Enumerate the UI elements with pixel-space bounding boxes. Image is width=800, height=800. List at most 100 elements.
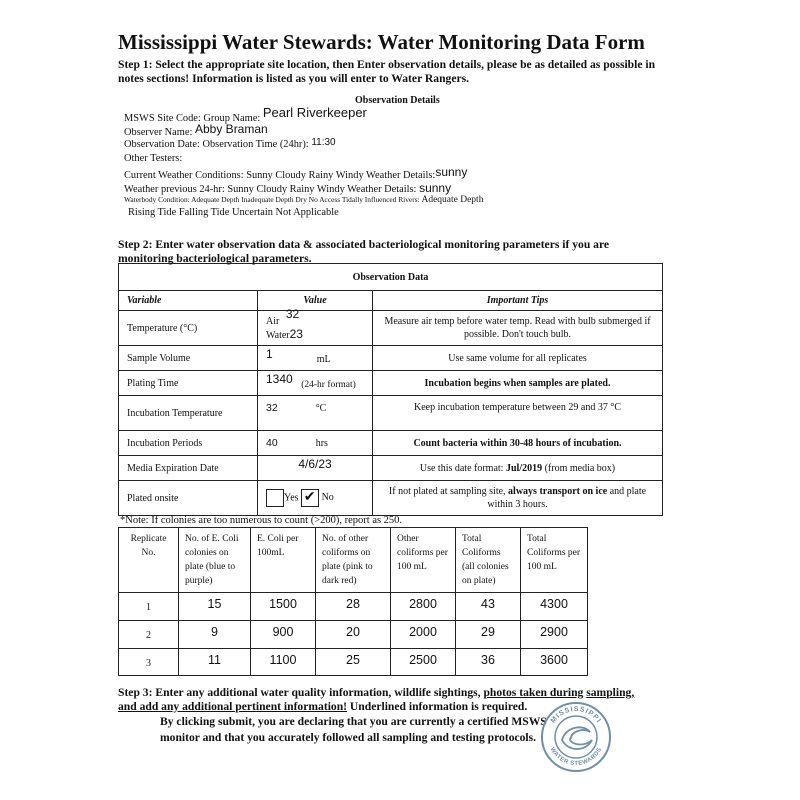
replicate-value-cell[interactable]: 15	[178, 592, 251, 621]
observer-label: Observer Name:	[124, 127, 193, 138]
tide-options: Rising Tide Falling Tide Uncertain Not A…	[128, 207, 339, 218]
plated-no-checkbox[interactable]: ✔	[300, 489, 319, 507]
date-row: Observation Date: Observation Time (24hr…	[124, 137, 336, 150]
incubation-period-unit: hrs	[315, 438, 328, 449]
rep-col-header: Replicate No.	[118, 527, 179, 593]
sample-volume-field[interactable]: 1	[266, 347, 273, 361]
current-weather-row: Current Weather Conditions: Sunny Cloudy…	[124, 165, 468, 181]
tip-text: If not plated at sampling site,	[388, 486, 509, 497]
replicate-value-cell[interactable]: 2500	[390, 648, 456, 676]
temperature-value: Air 32 Water23	[257, 308, 373, 346]
waterbody-label: Waterbody Condition: Adequate Depth Inad…	[124, 195, 420, 204]
replicate-value-cell[interactable]: 11	[178, 648, 251, 676]
replicate-value-cell[interactable]: 36	[455, 648, 521, 676]
table-row: 1 15 1500 28 2800 43 4300	[118, 592, 588, 621]
media-expiration-label: Media Expiration Date	[118, 455, 258, 481]
observer-row: Observer Name: Abby Braman	[124, 122, 268, 138]
media-expiration-tip: Use this date format: Jul/2019 (from med…	[372, 455, 663, 481]
tip-bold-text: Jul/2019	[505, 462, 543, 474]
table-row: Plating Time 1340 (24-hr format) Incubat…	[118, 370, 663, 396]
checkmark-icon: ✔	[303, 490, 316, 505]
air-temp-field[interactable]: 32	[285, 307, 300, 321]
rep-col-header: No. of other coliforms on plate (pink to…	[315, 527, 391, 593]
col-header-value: Value	[257, 290, 373, 311]
step3-required: photos taken	[483, 686, 550, 699]
plating-time-label: Plating Time	[118, 370, 258, 396]
temperature-label: Temperature (°C)	[118, 310, 258, 346]
replicate-value-cell[interactable]: 4300	[520, 592, 588, 621]
replicate-value-cell[interactable]: 1100	[250, 648, 316, 676]
volume-unit: mL	[316, 354, 331, 365]
yes-label: Yes	[284, 492, 299, 504]
observation-details-heading: Observation Details	[355, 95, 440, 106]
plating-time-field[interactable]: 1340	[266, 372, 293, 386]
time-field[interactable]: 11:30	[311, 137, 336, 148]
current-weather-field[interactable]: sunny	[435, 165, 468, 179]
replicate-header-row: Replicate No. No. of E. Coli colonies on …	[118, 527, 588, 593]
incubation-period-field[interactable]: 40	[266, 437, 278, 449]
replicate-value-cell[interactable]: 28	[315, 592, 391, 621]
water-temp-field[interactable]: 23	[289, 327, 303, 341]
replicate-value-cell[interactable]: 1500	[250, 592, 316, 621]
step3-text: Underlined information is required.	[347, 699, 528, 713]
media-expiration-field[interactable]: 4/6/23	[298, 457, 332, 471]
step3-required: and add any additional pertinent informa…	[118, 699, 348, 713]
incubation-temp-field[interactable]: 32	[266, 402, 278, 414]
prev-weather-label: Weather previous 24-hr: Sunny Cloudy Rai…	[124, 184, 417, 195]
tip-text: and plate within 3 hours.	[487, 486, 647, 510]
waterbody-field[interactable]: Adequate Depth	[421, 195, 484, 205]
replicate-value-cell[interactable]: 3600	[520, 648, 588, 676]
replicate-value-cell[interactable]: 43	[455, 592, 521, 621]
air-label: Air	[266, 316, 280, 327]
replicate-value-cell[interactable]: 9	[178, 620, 251, 649]
colony-note: *Note: If colonies are too numerous to c…	[120, 515, 403, 526]
plating-time-tip: Incubation begins when samples are plate…	[372, 370, 663, 396]
replicate-value-cell[interactable]: 2000	[390, 620, 456, 649]
declaration-line: By clicking submit, you are declaring th…	[160, 715, 547, 728]
plated-onsite-tip: If not plated at sampling site, always t…	[372, 480, 663, 516]
plated-onsite-label: Plated onsite	[118, 480, 258, 516]
page-title: Mississippi Water Stewards: Water Monito…	[118, 30, 645, 54]
replicate-value-cell[interactable]: 20	[315, 620, 391, 649]
table-row: Sample Volume 1 mL Use same volume for al…	[118, 345, 663, 371]
rep-col-header: Other coliforms per 100 mL	[390, 527, 456, 593]
plating-unit: (24-hr format)	[301, 380, 356, 390]
replicate-number: 1	[118, 592, 179, 621]
replicate-value-cell[interactable]: 25	[315, 648, 391, 676]
table-row: Plated onsite Yes ✔ No If not plated at sa…	[118, 480, 663, 516]
replicate-table: Replicate No. No. of E. Coli colonies on …	[118, 527, 588, 676]
current-weather-label: Current Weather Conditions: Sunny Cloudy…	[124, 170, 436, 181]
replicate-value-cell[interactable]: 900	[250, 620, 316, 649]
replicate-value-cell[interactable]: 29	[455, 620, 521, 649]
table-row: Media Expiration Date 4/6/23 Use this da…	[118, 455, 663, 481]
rep-col-header: E. Coli per 100mL	[250, 527, 316, 593]
mississippi-water-stewards-logo: MISSISSIPPI WATER STEWARDS	[541, 702, 611, 772]
declaration-line: monitor and that you accurately followed…	[160, 730, 537, 744]
incubation-temp-unit: °C	[315, 403, 327, 414]
col-header-tips: Important Tips	[372, 290, 663, 311]
observer-name-field[interactable]: Abby Braman	[195, 122, 268, 136]
tip-text: (from media box)	[542, 462, 616, 474]
table-row: 2 9 900 20 2000 29 2900	[118, 620, 588, 649]
rep-col-header: No. of E. Coli colonies on plate (blue t…	[178, 527, 251, 593]
replicate-value-cell[interactable]: 2900	[520, 620, 588, 649]
other-testers-label: Other Testers:	[124, 153, 183, 164]
step3-text: Step 3: Enter any additional water quali…	[118, 686, 484, 699]
date-label: Observation Date: Observation Time (24hr…	[124, 139, 309, 150]
sample-volume-label: Sample Volume	[118, 345, 258, 371]
plated-yes-checkbox[interactable]	[266, 489, 284, 507]
group-name-field[interactable]: Pearl Riverkeeper	[262, 105, 367, 120]
incubation-temp-tip: Keep incubation temperature between 29 a…	[372, 395, 663, 431]
rep-col-header: Total Coliforms per 100 mL	[520, 527, 588, 593]
observation-data-table: Observation Data Variable Value Importan…	[118, 263, 663, 516]
temperature-tip: Measure air temp before water temp. Read…	[372, 310, 663, 346]
replicate-number: 2	[118, 620, 179, 649]
step3-required: sampling,	[586, 686, 635, 699]
water-label: Water	[266, 330, 290, 341]
rep-col-header: Total Coliforms (all colonies on plate)	[455, 527, 521, 593]
prev-weather-field[interactable]: sunny	[419, 181, 452, 195]
replicate-value-cell[interactable]: 2800	[390, 592, 456, 621]
tip-text: Use this date format:	[419, 462, 506, 474]
incubation-period-label: Incubation Periods	[118, 430, 258, 456]
table-row: Temperature (°C) Air 32 Water23 Measure a…	[118, 308, 663, 346]
